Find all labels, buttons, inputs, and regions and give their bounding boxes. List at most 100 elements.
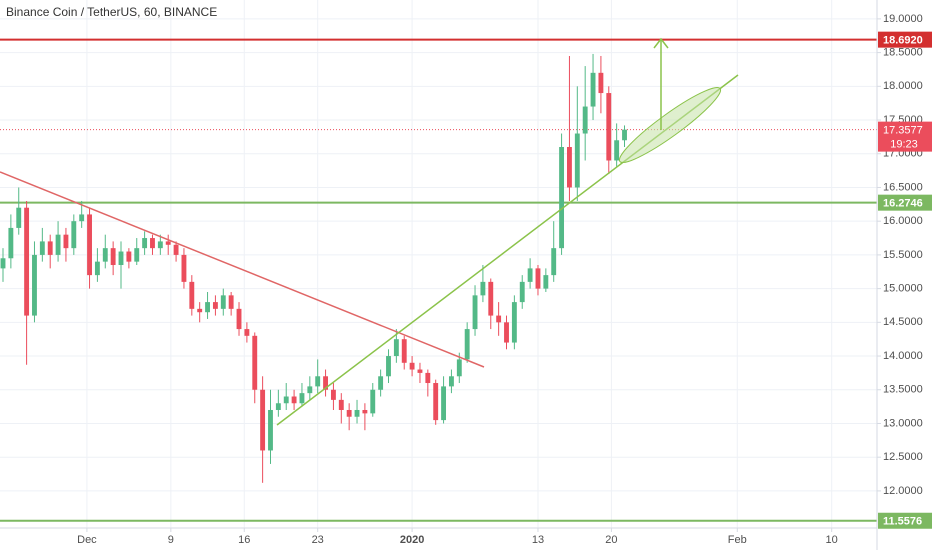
drawings <box>0 37 739 426</box>
candle-body <box>527 268 533 282</box>
candle-body <box>47 241 53 255</box>
candle-body <box>330 389 336 400</box>
candle-body <box>142 238 148 249</box>
candle-body <box>55 234 61 255</box>
x-tick-label: 23 <box>312 534 324 546</box>
candle-body <box>315 376 321 387</box>
candle-body <box>323 376 328 390</box>
x-tick-label: Feb <box>728 534 747 546</box>
candle-body <box>197 308 203 313</box>
price-level-label: 11.5576 <box>883 516 922 528</box>
candle-body <box>118 251 124 266</box>
candle-body <box>283 396 289 404</box>
candle-body <box>24 207 30 316</box>
y-tick-label: 12.0000 <box>883 485 923 497</box>
x-tick-label: 16 <box>238 534 250 546</box>
candle-body <box>110 248 116 266</box>
candle-body <box>456 359 462 377</box>
candle-body <box>378 376 384 390</box>
candle-body <box>606 93 612 161</box>
candle-body <box>150 238 155 249</box>
x-tick-label: 13 <box>532 534 544 546</box>
candle-layer <box>0 53 627 483</box>
candle-body <box>39 241 45 255</box>
candle-body <box>346 409 352 417</box>
candle-body <box>173 244 179 255</box>
grid-layer <box>0 0 877 528</box>
candle-body <box>126 251 132 262</box>
candle-body <box>401 339 407 363</box>
candle-body <box>79 214 85 222</box>
candle-body <box>519 281 525 303</box>
x-tick-label: Dec <box>77 534 97 546</box>
price-level-label: 18.6920 <box>883 35 923 47</box>
candle-body <box>370 389 376 414</box>
x-tick-label: 10 <box>826 534 838 546</box>
candle-body <box>165 241 171 245</box>
y-tick-label: 15.5000 <box>883 249 923 261</box>
candle-body <box>260 389 266 451</box>
countdown-label: 19:23 <box>890 139 918 151</box>
price-level-tag <box>878 512 932 529</box>
candle-body <box>268 409 273 451</box>
candle-body <box>559 147 565 249</box>
candle-body <box>433 383 439 421</box>
candle-body <box>614 140 620 161</box>
candle-body <box>551 248 557 276</box>
candle-body <box>63 234 69 249</box>
candle-body <box>8 227 14 259</box>
candle-body <box>386 356 391 377</box>
candle-body <box>0 258 6 269</box>
candle-body <box>157 241 163 249</box>
candle-body <box>393 339 399 357</box>
candle-body <box>236 308 242 330</box>
candle-body <box>409 362 415 370</box>
candle-body <box>307 386 313 394</box>
candle-body <box>511 302 517 343</box>
candle-body <box>582 106 588 134</box>
candle-body <box>189 281 195 309</box>
candle-body <box>291 396 297 404</box>
candle-body <box>590 72 596 107</box>
last-price-label: 17.3577 <box>883 125 923 137</box>
candle-body <box>16 207 22 228</box>
y-tick-label: 16.5000 <box>883 181 923 193</box>
y-tick-label: 19.0000 <box>883 13 923 25</box>
candle-body <box>252 335 258 390</box>
projection-ellipse <box>618 86 722 164</box>
candle-body <box>425 372 431 384</box>
x-tick-label: 20 <box>605 534 617 546</box>
x-tick-label: 9 <box>168 534 174 546</box>
price-level-tag <box>878 194 932 211</box>
candle-body <box>543 275 549 289</box>
candle-body <box>338 399 344 410</box>
y-tick-label: 18.0000 <box>883 80 923 92</box>
candle-body <box>299 393 305 404</box>
candle-body <box>71 221 77 249</box>
candle-body <box>134 248 140 262</box>
x-tick-label: 2020 <box>400 534 424 546</box>
candle-body <box>87 214 92 276</box>
candle-body <box>417 369 423 373</box>
price-level-tag <box>878 31 932 48</box>
axis-layer: 12.0000 12.5000 13.0000 13.5000 14.0000 14.50… <box>77 13 932 546</box>
candle-body <box>228 295 234 309</box>
y-tick-label: 16.0000 <box>883 215 923 227</box>
candle-body <box>32 254 37 316</box>
candle-body <box>574 133 580 188</box>
level-layer <box>0 38 877 522</box>
candle-body <box>488 281 494 316</box>
candle-body <box>441 386 447 421</box>
candle-body <box>496 315 502 323</box>
candle-body <box>212 302 218 309</box>
candle-body <box>622 129 627 141</box>
candle-body <box>181 254 187 282</box>
candle-body <box>275 403 281 410</box>
candle-body <box>244 329 250 336</box>
y-tick-label: 14.0000 <box>883 350 923 362</box>
candle-body <box>464 329 470 360</box>
price-level-label: 16.2746 <box>883 198 923 210</box>
